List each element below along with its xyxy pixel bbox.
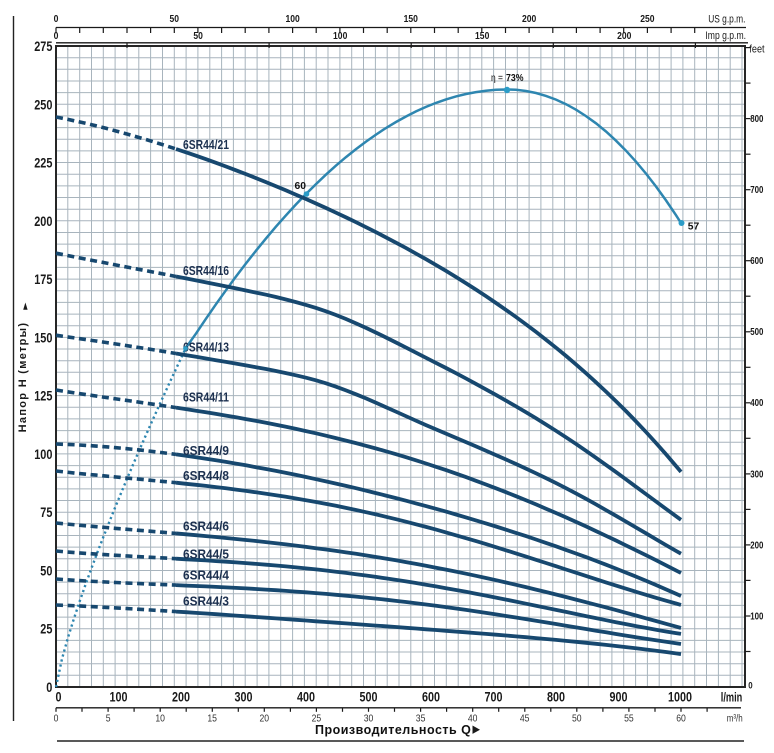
svg-text:60: 60: [676, 714, 686, 725]
svg-text:25: 25: [40, 621, 52, 637]
svg-text:500: 500: [750, 327, 764, 338]
svg-text:600: 600: [422, 688, 440, 704]
svg-text:η =: η =: [491, 73, 503, 84]
svg-text:125: 125: [34, 388, 52, 404]
svg-text:400: 400: [297, 688, 315, 704]
svg-text:0: 0: [54, 13, 59, 25]
svg-text:40: 40: [468, 714, 478, 725]
svg-text:55: 55: [624, 714, 634, 725]
svg-text:100: 100: [333, 30, 347, 42]
svg-text:100: 100: [285, 13, 299, 25]
svg-text:73%: 73%: [506, 73, 524, 84]
svg-text:30: 30: [364, 714, 374, 725]
svg-text:6SR44/6: 6SR44/6: [183, 519, 229, 534]
svg-text:25: 25: [312, 714, 322, 725]
svg-text:100: 100: [750, 611, 764, 622]
svg-text:150: 150: [34, 329, 52, 345]
svg-text:US g.p.m.: US g.p.m.: [708, 14, 745, 26]
svg-text:100: 100: [110, 688, 128, 704]
svg-text:1000: 1000: [668, 688, 692, 704]
svg-text:5: 5: [106, 714, 111, 725]
svg-text:m³/h: m³/h: [727, 714, 743, 725]
svg-text:150: 150: [404, 13, 418, 25]
svg-text:700: 700: [750, 185, 764, 196]
svg-text:500: 500: [360, 688, 378, 704]
svg-text:Производительность Q: Производительность Q: [315, 723, 471, 737]
svg-text:0: 0: [56, 688, 62, 704]
svg-text:50: 50: [40, 563, 52, 579]
svg-text:75: 75: [40, 504, 52, 520]
svg-text:50: 50: [170, 13, 180, 25]
svg-text:15: 15: [207, 714, 217, 725]
svg-text:200: 200: [617, 30, 631, 42]
svg-text:250: 250: [640, 13, 654, 25]
svg-text:60: 60: [295, 181, 307, 192]
svg-text:200: 200: [172, 688, 190, 704]
svg-text:0: 0: [748, 681, 752, 691]
svg-text:l/min: l/min: [721, 689, 743, 704]
svg-text:225: 225: [34, 155, 52, 171]
svg-text:Напор H (метры): Напор H (метры): [17, 322, 29, 433]
svg-text:700: 700: [485, 688, 503, 704]
svg-text:6SR44/8: 6SR44/8: [183, 468, 229, 483]
svg-text:200: 200: [522, 13, 536, 25]
svg-text:900: 900: [610, 688, 628, 704]
svg-text:175: 175: [34, 271, 52, 287]
svg-text:6SR44/16: 6SR44/16: [183, 263, 229, 278]
svg-text:0: 0: [46, 679, 52, 695]
svg-text:6SR44/11: 6SR44/11: [183, 389, 229, 404]
svg-text:0: 0: [54, 30, 59, 42]
svg-text:800: 800: [547, 688, 565, 704]
svg-text:6SR44/5: 6SR44/5: [183, 546, 229, 561]
svg-text:800: 800: [750, 114, 764, 125]
svg-text:35: 35: [416, 714, 426, 725]
svg-text:Imp g.p.m.: Imp g.p.m.: [705, 30, 746, 42]
svg-text:6SR44/3: 6SR44/3: [183, 594, 229, 609]
svg-text:6SR44/4: 6SR44/4: [183, 568, 230, 583]
svg-text:200: 200: [750, 540, 764, 551]
svg-text:20: 20: [260, 714, 270, 725]
svg-text:6SR44/21: 6SR44/21: [183, 137, 229, 152]
svg-text:200: 200: [34, 213, 52, 229]
svg-text:300: 300: [235, 688, 253, 704]
svg-text:600: 600: [750, 256, 764, 267]
svg-text:6SR44/13: 6SR44/13: [183, 339, 229, 354]
svg-text:feet: feet: [749, 44, 764, 56]
svg-text:275: 275: [34, 38, 52, 54]
svg-text:300: 300: [750, 469, 764, 480]
svg-text:250: 250: [34, 96, 52, 112]
svg-text:400: 400: [750, 398, 764, 409]
svg-text:100: 100: [34, 446, 52, 462]
svg-text:10: 10: [155, 714, 165, 725]
svg-text:57: 57: [688, 221, 700, 232]
svg-text:45: 45: [520, 714, 530, 725]
svg-text:50: 50: [572, 714, 582, 725]
svg-text:150: 150: [475, 30, 489, 42]
svg-text:0: 0: [54, 714, 59, 725]
svg-text:50: 50: [193, 30, 203, 42]
svg-text:6SR44/9: 6SR44/9: [183, 443, 229, 458]
